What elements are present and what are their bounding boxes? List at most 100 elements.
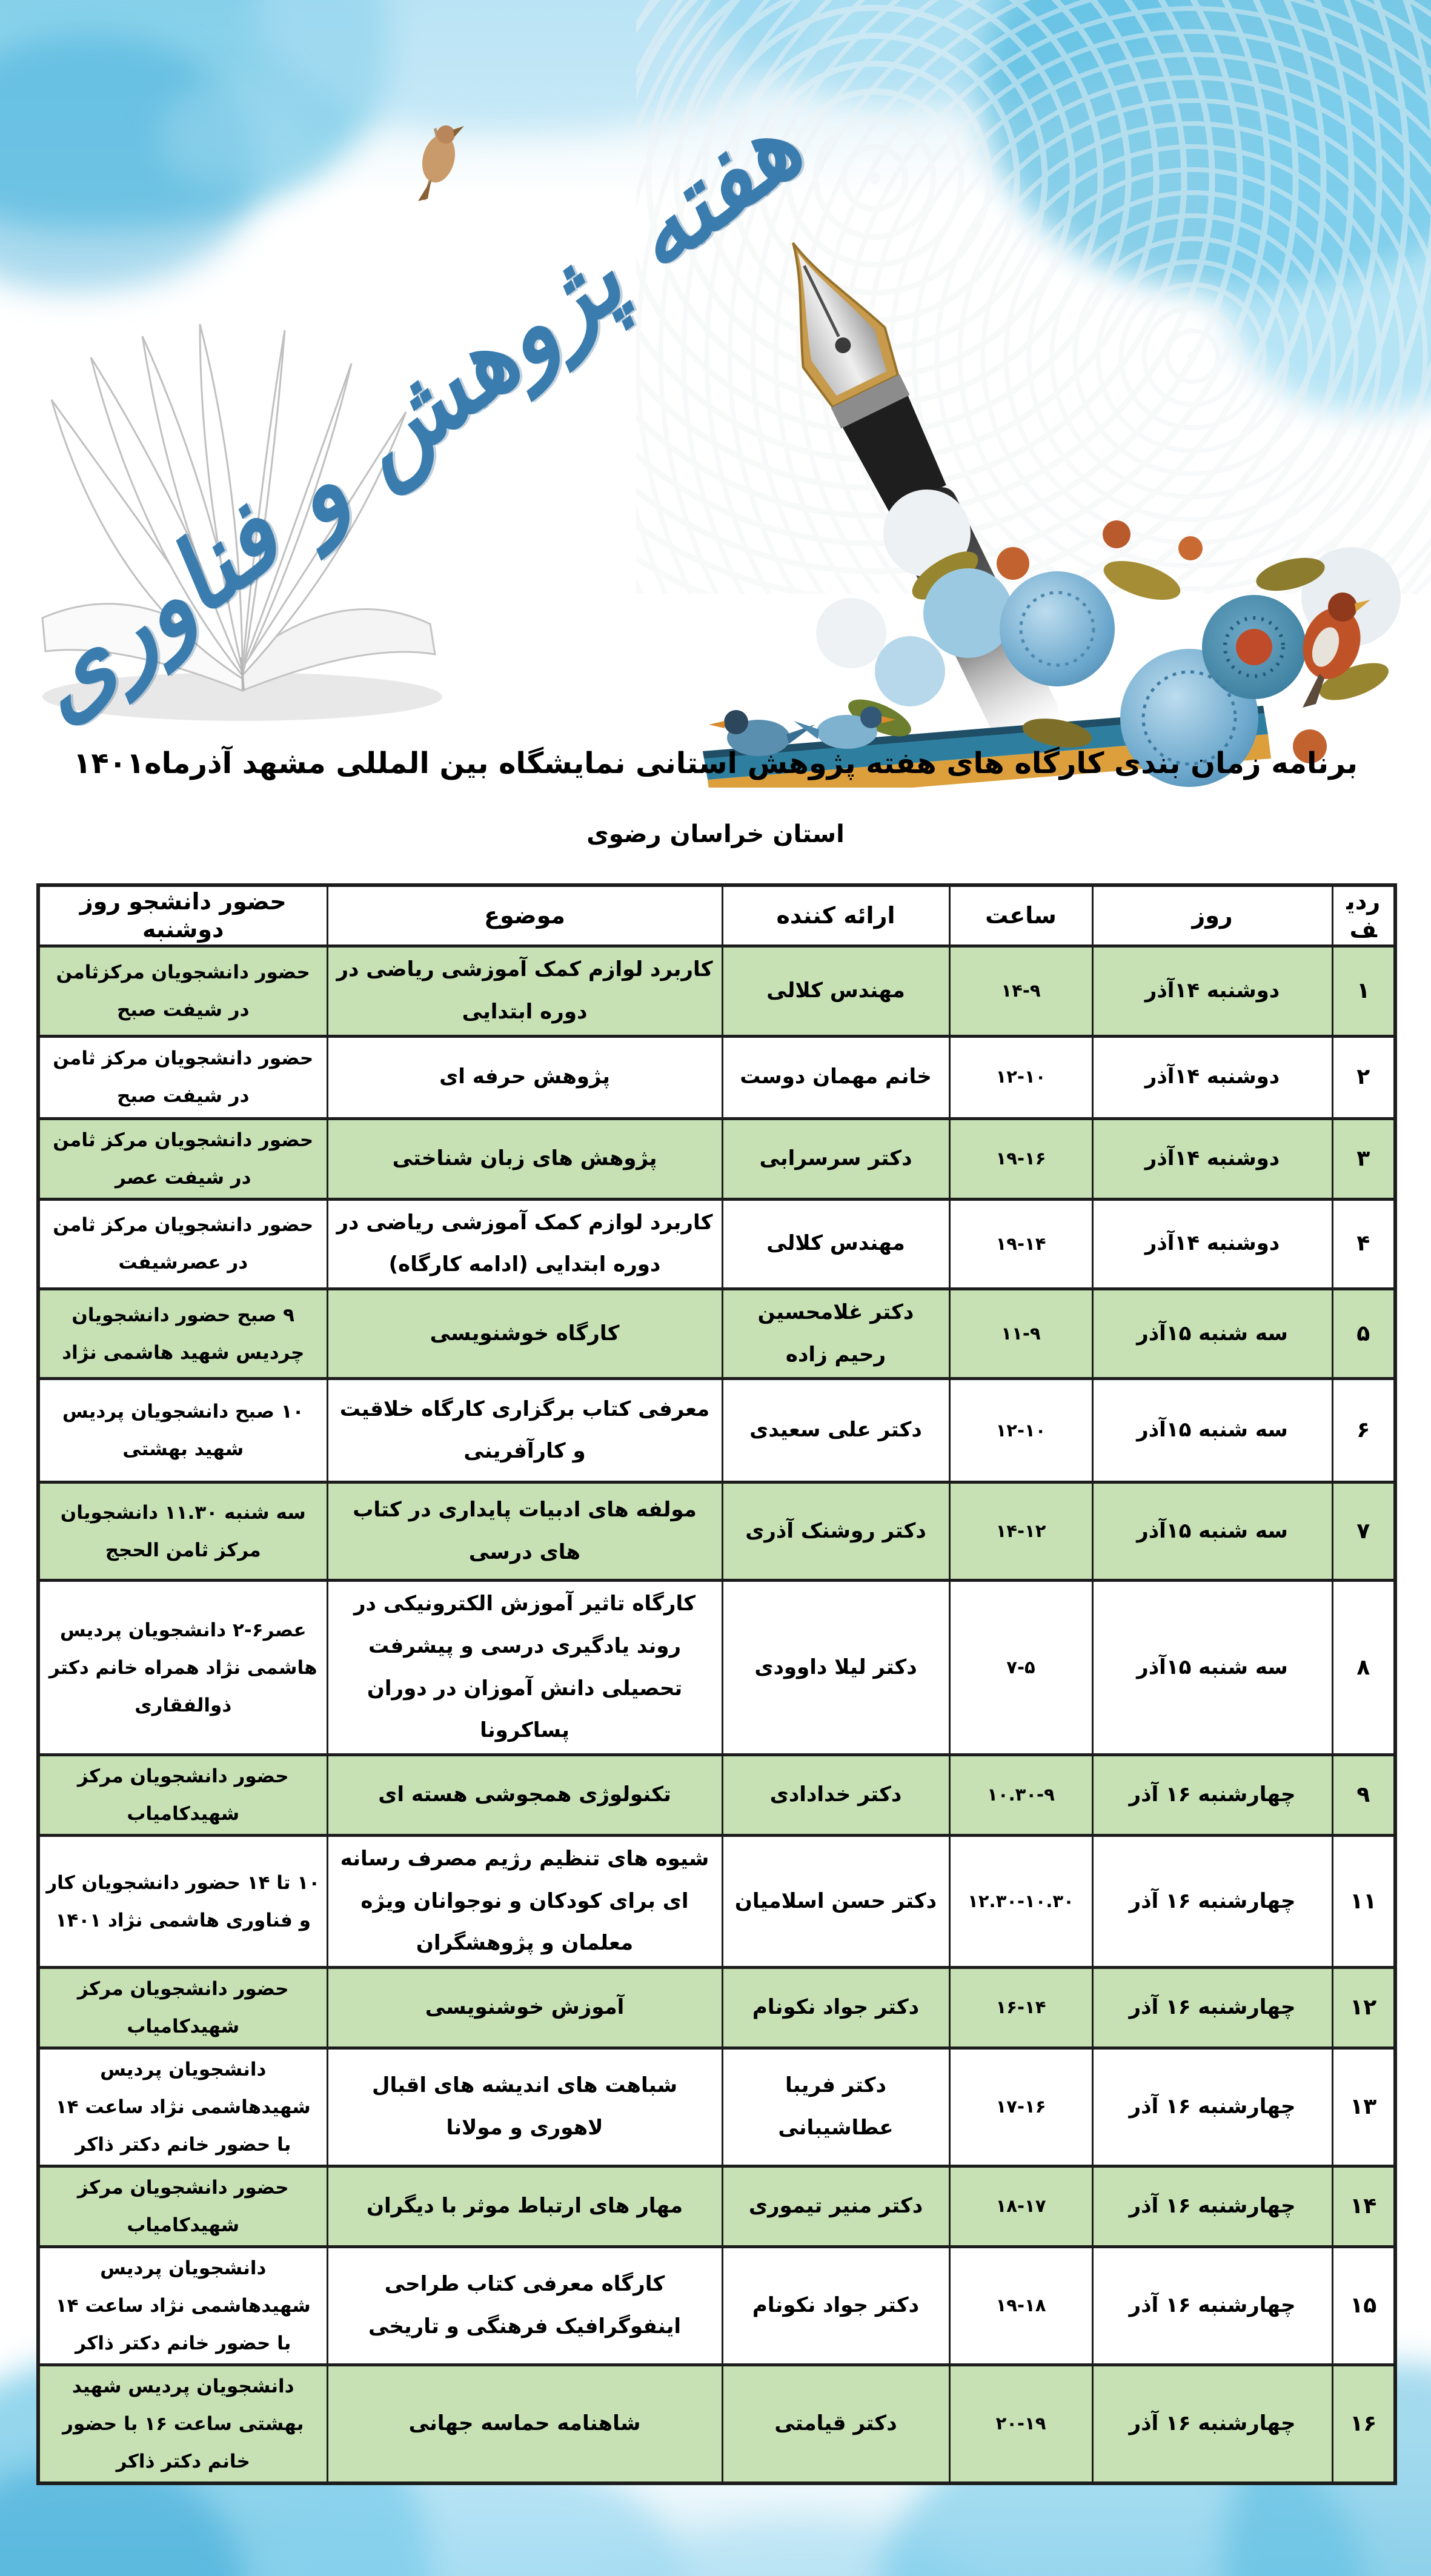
cell-row-no: ۱ [1331,944,1396,1038]
header-topic: موضوع [326,883,723,948]
cell-day: چهارشنبه ۱۶ آذر [1091,2047,1333,2168]
cell-time: ۷-۵ [948,1579,1094,1757]
cell-time: ۱۲.۳۰-۱۰.۳۰ [948,1834,1094,1970]
header-attendance: حضور دانشجو روز دوشنبه [37,883,328,948]
table-header-row: ردیف روز ساعت ارائه کننده موضوع حضور دان… [37,883,1396,948]
cell-attendance: حضور دانشجویان مرکز ثامن در شیفت عصر [37,1117,328,1201]
cell-attendance: ۹ صبح حضور دانشجویان چردیس شهید هاشمی نژ… [37,1287,328,1381]
cell-day: چهارشنبه ۱۶ آذر [1091,1834,1333,1970]
cell-attendance: حضور دانشجویان مرکز شهیدکامیاب [37,1966,328,2050]
header-time: ساعت [948,883,1094,948]
cell-presenter: مهندس کلالی [721,1197,951,1290]
header-day: روز [1091,883,1333,948]
table-row: ۱۱ چهارشنبه ۱۶ آذر ۱۲.۳۰-۱۰.۳۰ دکتر حسن … [37,1834,1396,1970]
table-row: ۲ دوشنبه ۱۴آذر ۱۲-۱۰ خانم مهمان دوست پژو… [37,1034,1396,1120]
cell-day: دوشنبه ۱۴آذر [1091,1034,1333,1120]
cell-time: ۱۴-۱۲ [948,1481,1094,1582]
cell-topic: مهار های ارتباط موثر با دیگران [326,2165,723,2249]
page-title: برنامه زمان بندی کارگاه های هفته پژوهش ا… [73,746,1358,780]
cell-day: سه شنبه ۱۵آذر [1091,1579,1333,1757]
cell-presenter: دکتر سرسرابی [721,1117,951,1201]
table-row: ۱۴ چهارشنبه ۱۶ آذر ۱۸-۱۷ دکتر منیر تیمور… [37,2165,1396,2249]
cell-attendance: حضور دانشجویان مرکز ثامن در شیفت صبح [37,1034,328,1120]
cell-presenter: دکتر خدادادی [721,1753,951,1837]
cell-attendance: ۱۰ تا ۱۴ حضور دانشجویان کار و فناوری هاش… [37,1834,328,1970]
cell-day: چهارشنبه ۱۶ آذر [1091,1753,1333,1837]
cell-attendance: دانشجویان پردیس شهید بهشتی ساعت ۱۶ با حض… [37,2363,328,2485]
blue-bird-icon [709,706,895,756]
cell-attendance: حضور دانشجویان مرکز شهیدکامیاب [37,1753,328,1837]
cell-row-no: ۱۳ [1331,2047,1396,2168]
cell-row-no: ۱۵ [1331,2245,1396,2367]
cell-presenter: دکتر قیامتی [721,2363,951,2485]
cell-day: دوشنبه ۱۴آذر [1091,1117,1333,1201]
cell-row-no: ۷ [1331,1481,1396,1582]
cell-presenter: دکتر جواد نکونام [721,1966,951,2050]
cell-presenter: مهندس کلالی [721,944,951,1038]
header-presenter: ارائه کننده [721,883,951,948]
cell-row-no: ۶ [1331,1377,1396,1484]
cell-time: ۲۰-۱۹ [948,2363,1094,2485]
cell-time: ۱۰.۳۰-۹ [948,1753,1094,1837]
cell-day: چهارشنبه ۱۶ آذر [1091,2165,1333,2249]
cell-time: ۱۲-۱۰ [948,1034,1094,1120]
table-row: ۹ چهارشنبه ۱۶ آذر ۱۰.۳۰-۹ دکتر خدادادی ت… [37,1753,1396,1837]
header-illustration [41,125,1401,788]
cell-presenter: دکتر علی سعیدی [721,1377,951,1484]
cell-topic: شیوه های تنظیم رژیم مصرف رسانه ای برای ک… [326,1834,723,1970]
cell-day: چهارشنبه ۱۶ آذر [1091,1966,1333,2050]
cell-attendance: سه شنبه ۱۱.۳۰ دانشجویان مرکز ثامن الحجج [37,1481,328,1582]
cell-attendance: ۱۰ صبح دانشجویان پردیس شهید بهشتی [37,1377,328,1484]
header-row-no: ردیف [1331,883,1396,948]
cell-day: سه شنبه ۱۵آذر [1091,1377,1333,1484]
cell-attendance: دانشجویان پردیس شهیدهاشمی نژاد ساعت ۱۴ ب… [37,2245,328,2367]
table-row: ۱ دوشنبه ۱۴آذر ۱۴-۹ مهندس کلالی کاربرد ل… [37,944,1396,1038]
cell-time: ۱۱-۹ [948,1287,1094,1381]
cell-topic: کارگاه خوشنویسی [326,1287,723,1381]
cell-day: دوشنبه ۱۴آذر [1091,1197,1333,1290]
cell-time: ۱۸-۱۷ [948,2165,1094,2249]
cell-attendance: حضور دانشجویان مرکز شهیدکامیاب [37,2165,328,2249]
cell-time: ۱۲-۱۰ [948,1377,1094,1484]
cell-day: سه شنبه ۱۵آذر [1091,1481,1333,1582]
table-row: ۸ سه شنبه ۱۵آذر ۷-۵ دکتر لیلا داوودی کار… [37,1579,1396,1757]
cell-time: ۱۹-۱۸ [948,2245,1094,2367]
cell-presenter: دکتر جواد نکونام [721,2245,951,2367]
table-row: ۱۳ چهارشنبه ۱۶ آذر ۱۷-۱۶ دکتر فریبا عطاش… [37,2047,1396,2168]
cell-topic: تکنولوژی همجوشی هسته ای [326,1753,723,1837]
table-row: ۶ سه شنبه ۱۵آذر ۱۲-۱۰ دکتر علی سعیدی معر… [37,1377,1396,1484]
cell-attendance: حضور دانشجویان مرکزثامن در شیفت صبح [37,944,328,1038]
cell-attendance: حضور دانشجویان مرکز ثامن در عصرشیفت [37,1197,328,1290]
table-row: ۴ دوشنبه ۱۴آذر ۱۹-۱۴ مهندس کلالی کاربرد … [37,1197,1396,1290]
cell-day: چهارشنبه ۱۶ آذر [1091,2245,1333,2367]
cell-presenter: خانم مهمان دوست [721,1034,951,1120]
cell-topic: پژوهش های زبان شناختی [326,1117,723,1201]
cell-row-no: ۱۴ [1331,2165,1396,2249]
cell-row-no: ۱۶ [1331,2363,1396,2485]
schedule-table-wrapper: ردیف روز ساعت ارائه کننده موضوع حضور دان… [36,883,1397,2486]
cell-topic: کاربرد لوازم کمک آموزشی ریاضی در دوره اب… [326,1197,723,1290]
cell-presenter: دکتر غلامحسین رحیم زاده [721,1287,951,1381]
schedule-table: ردیف روز ساعت ارائه کننده موضوع حضور دان… [36,883,1397,2486]
watercolor-blob [158,79,315,188]
cell-presenter: دکتر لیلا داوودی [721,1579,951,1757]
cell-attendance: دانشجویان پردیس شهیدهاشمی نژاد ساعت ۱۴ ب… [37,2047,328,2168]
cell-day: دوشنبه ۱۴آذر [1091,944,1333,1038]
cell-topic: مولفه های ادبیات پایداری در کتاب های درس… [326,1481,723,1582]
open-book-icon [41,324,442,721]
background-ornament-pattern [636,0,1431,594]
cell-time: ۱۶-۱۴ [948,1966,1094,2050]
cell-time: ۱۹-۱۴ [948,1197,1094,1290]
cell-presenter: دکتر حسن اسلامیان [721,1834,951,1970]
cell-row-no: ۵ [1331,1287,1396,1381]
schedule-table-body: ۱ دوشنبه ۱۴آذر ۱۴-۹ مهندس کلالی کاربرد ل… [37,944,1396,2485]
table-row: ۱۵ چهارشنبه ۱۶ آذر ۱۹-۱۸ دکتر جواد نکونا… [37,2245,1396,2367]
cell-row-no: ۸ [1331,1579,1396,1757]
cell-topic: آموزش خوشنویسی [326,1966,723,2050]
cell-topic: شباهت های اندیشه های اقبال لاهوری و مولا… [326,2047,723,2168]
table-row: ۱۲ چهارشنبه ۱۶ آذر ۱۶-۱۴ دکتر جواد نکونا… [37,1966,1396,2050]
cell-day: چهارشنبه ۱۶ آذر [1091,2363,1333,2485]
table-row: ۳ دوشنبه ۱۴آذر ۱۹-۱۶ دکتر سرسرابی پژوهش … [37,1117,1396,1201]
cell-row-no: ۳ [1331,1117,1396,1201]
cell-attendance: عصر۶-۲ دانشجویان پردیس هاشمی نژاد همراه … [37,1579,328,1757]
